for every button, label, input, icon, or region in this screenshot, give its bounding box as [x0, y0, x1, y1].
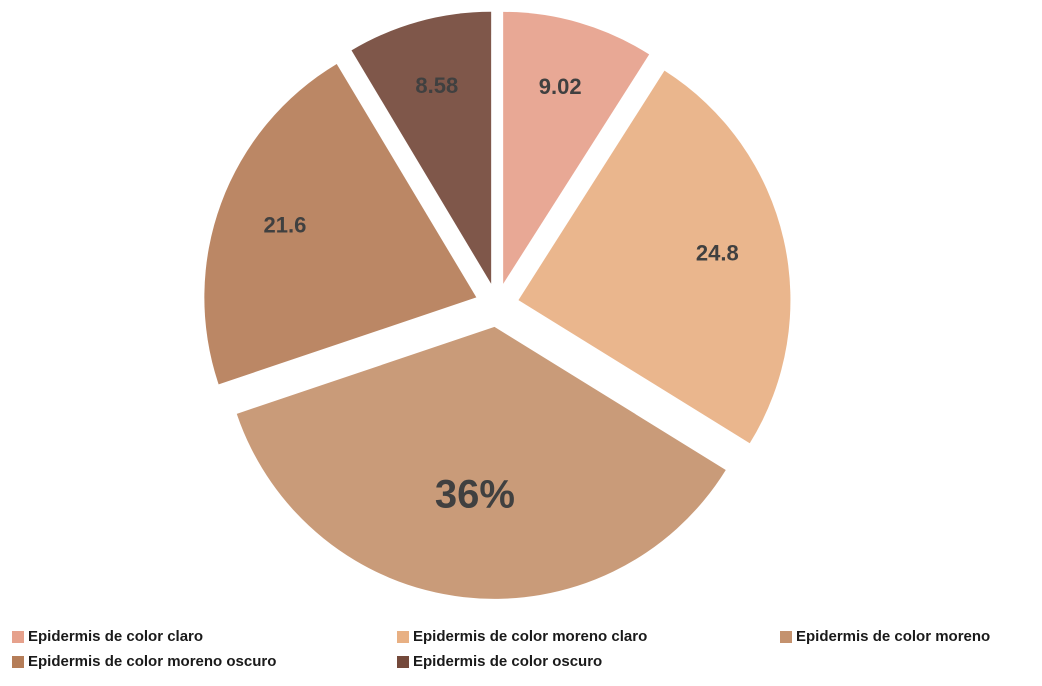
legend-marker	[12, 656, 24, 668]
legend-label: Epidermis de color moreno oscuro	[28, 653, 276, 670]
legend-marker	[397, 656, 409, 668]
pie-slice	[236, 326, 726, 599]
value-label: 8.58	[415, 73, 458, 98]
value-label: 9.02	[539, 74, 582, 99]
pie-slice	[503, 11, 650, 284]
legend-marker	[397, 631, 409, 643]
pie-slice	[351, 11, 492, 284]
legend-label: Epidermis de color oscuro	[413, 653, 602, 670]
pie-slice	[518, 70, 791, 444]
legend-marker	[780, 631, 792, 643]
legend-label: Epidermis de color claro	[28, 628, 203, 645]
legend-label: Epidermis de color moreno	[796, 628, 990, 645]
legend-marker	[12, 631, 24, 643]
value-label: 24.8	[696, 240, 739, 265]
pie-slice	[204, 63, 477, 385]
value-label: 21.6	[264, 213, 307, 238]
legend-label: Epidermis de color moreno claro	[413, 628, 647, 645]
value-label: 36%	[435, 473, 515, 517]
